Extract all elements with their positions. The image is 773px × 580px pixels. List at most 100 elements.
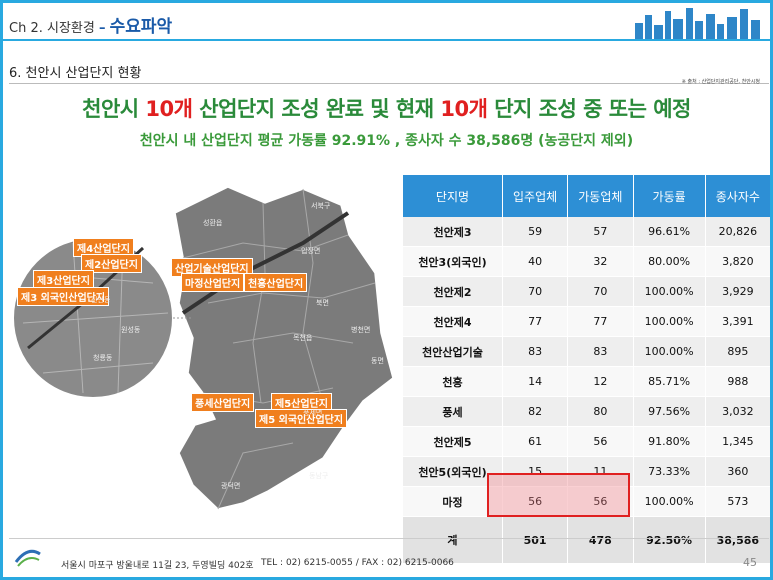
- cell: 96.61%: [633, 217, 706, 247]
- headline: 천안시 10개 산업단지 조성 완료 및 현재 10개 단지 조성 중 또는 예…: [3, 93, 770, 123]
- cell: 82: [502, 396, 569, 427]
- map: [12, 186, 394, 510]
- cell: 70: [502, 276, 569, 307]
- headline-part: 산업단지 조성 완료 및 현재: [192, 97, 441, 121]
- cell: 천흥: [403, 366, 503, 397]
- column-header: 가동률: [633, 175, 706, 217]
- district-label: 광덕면: [221, 482, 241, 490]
- cell: 100.00%: [633, 276, 706, 307]
- cell: 40: [502, 246, 569, 277]
- cell: 20,826: [705, 217, 770, 247]
- cell: 32: [567, 246, 634, 277]
- cell: 38,586: [705, 516, 770, 564]
- cell: 61: [502, 426, 569, 457]
- footer-rule: [9, 538, 769, 539]
- dash: –: [98, 21, 106, 36]
- table: 단지명 입주업체 가동업체 가동률 종사자수 천안제3 59 57 96.61% 20,826 천안…: [403, 175, 770, 564]
- section: 수요파악: [109, 17, 173, 37]
- cell: 57: [567, 217, 634, 247]
- cell: 3,929: [705, 276, 770, 307]
- district-label: 성환읍: [203, 219, 223, 227]
- complex-label: 마정산업단지: [181, 273, 245, 292]
- subhead: 천안시 내 산업단지 평균 가동률 92.91% , 종사자 수 38,586명…: [139, 133, 634, 149]
- cell: 56: [502, 486, 569, 517]
- cell: 97.56%: [633, 396, 706, 427]
- column-header: 종사자수: [705, 175, 770, 217]
- cell: 83: [567, 336, 634, 367]
- district-label: 병천면: [351, 326, 371, 334]
- cell: 천안제2: [403, 276, 503, 307]
- district-label: 동남구: [309, 472, 329, 480]
- cell: 80.00%: [633, 246, 706, 277]
- subtitle-rule: [9, 83, 769, 84]
- cell: 85.71%: [633, 366, 706, 397]
- cell: 풍세: [403, 396, 503, 427]
- complex-label: 제5 외국인산업단지: [255, 409, 348, 428]
- cell: 3,032: [705, 396, 770, 427]
- cell: 77: [567, 306, 634, 337]
- cell: 100.00%: [633, 306, 706, 337]
- cell: 478: [567, 516, 634, 564]
- cell: 3,820: [705, 246, 770, 277]
- row: 천안제5 61 56 91.80% 1,345: [403, 426, 770, 457]
- district-label: 풍세면: [303, 409, 323, 417]
- row: 천안산업기술 83 83 100.00% 895: [403, 336, 770, 367]
- cell: 14: [502, 366, 569, 397]
- cell: 천안제3: [403, 217, 503, 247]
- row: 천안제2 70 70 100.00% 3,929: [403, 276, 770, 307]
- row: 천안제4 77 77 100.00% 3,391: [403, 306, 770, 337]
- address: 서울시 마포구 방울내로 11길 23, 두영빌딩 402호: [61, 561, 254, 571]
- cell: 573: [705, 486, 770, 517]
- contact: TEL : 02) 6215-0055 / FAX : 02) 6215-006…: [261, 558, 454, 568]
- cell: 80: [567, 396, 634, 427]
- header-rule: [3, 39, 770, 41]
- complex-label: 제2산업단지: [81, 254, 142, 273]
- district-label: 목천읍: [293, 334, 313, 342]
- complex-label: 풍세산업단지: [191, 393, 255, 412]
- district-label: 북면: [316, 299, 329, 307]
- subtitle: 6. 천안시 산업단지 현황: [9, 66, 142, 81]
- cell: 마정: [403, 486, 503, 517]
- cell: 56: [567, 426, 634, 457]
- cell: 56: [567, 486, 634, 517]
- total-row: 계 501 478 92.50% 38,586: [403, 516, 770, 564]
- row: 천안제3 59 57 96.61% 20,826: [403, 217, 770, 247]
- cell: 59: [502, 217, 569, 247]
- row: 마정 56 56 100.00% 573: [403, 486, 770, 517]
- logo: [14, 549, 41, 567]
- source: ※ 출처 : 산업단지관리공단, 천안시청: [681, 79, 760, 85]
- cell: 1,345: [705, 426, 770, 457]
- headline-part: 10개: [440, 97, 488, 121]
- headline-part: 10개: [145, 97, 193, 121]
- cell: 천안제4: [403, 306, 503, 337]
- district-label: 신안동: [91, 296, 111, 304]
- header-row: 단지명 입주업체 가동업체 가동률 종사자수: [403, 175, 770, 217]
- district-label: 서북구: [311, 202, 331, 210]
- district-label: 동면: [371, 357, 384, 365]
- column-header: 가동업체: [567, 175, 634, 217]
- cell: 100.00%: [633, 336, 706, 367]
- row: 천안5(외국인) 15 11 73.33% 360: [403, 456, 770, 487]
- cell: 3,391: [705, 306, 770, 337]
- row: 천흥 14 12 85.71% 988: [403, 366, 770, 397]
- column-header: 단지명: [403, 175, 503, 217]
- row: 천안3(외국인) 40 32 80.00% 3,820: [403, 246, 770, 277]
- chapter: Ch 2. 시장환경: [9, 21, 95, 36]
- cell: 천안3(외국인): [403, 246, 503, 277]
- district-label: 청룡동: [93, 354, 113, 362]
- skyline: [635, 8, 760, 39]
- cell: 70: [567, 276, 634, 307]
- cell: 360: [705, 456, 770, 487]
- page-number: 45: [743, 556, 757, 569]
- cell: 92.50%: [633, 516, 706, 564]
- column-header: 입주업체: [502, 175, 569, 217]
- cell: 천안산업기술: [403, 336, 503, 367]
- cell: 501: [502, 516, 569, 564]
- cell: 73.33%: [633, 456, 706, 487]
- cell: 100.00%: [633, 486, 706, 517]
- total-highlight: [487, 473, 630, 517]
- cell: 91.80%: [633, 426, 706, 457]
- district-label: 원성동: [121, 326, 141, 334]
- row: 풍세 82 80 97.56% 3,032: [403, 396, 770, 427]
